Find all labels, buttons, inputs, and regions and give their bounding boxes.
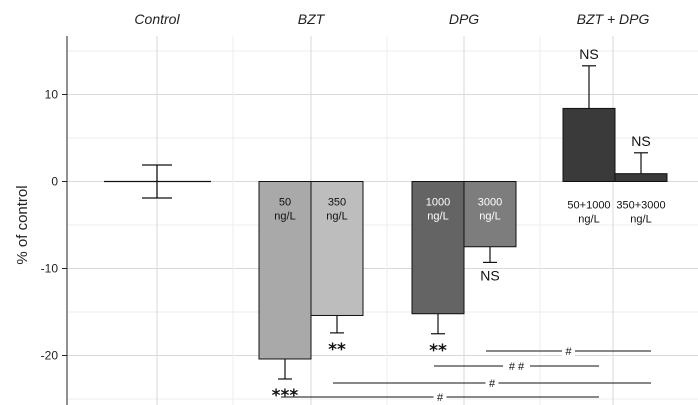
- comparison-label: #: [565, 346, 572, 358]
- group-label: BZT + DPG: [577, 11, 650, 27]
- y-tick-label: 10: [45, 88, 59, 102]
- y-axis: -20 -10 0 10: [41, 36, 68, 405]
- bar-unit-label: ng/L: [274, 211, 295, 223]
- y-axis-label: % of control: [14, 185, 31, 264]
- significance-mark: NS: [579, 46, 598, 62]
- group-labels: Control BZT DPG BZT + DPG: [134, 11, 649, 27]
- group-label: BZT: [298, 11, 326, 27]
- grid-layer: [67, 36, 698, 405]
- bars-layer: 50 ng/L 350 ng/L 1000 ng/L 3000 ng/L 50+1000 ng/L…: [104, 65, 668, 380]
- bar-unit-label: ng/L: [578, 214, 599, 226]
- bar: [463, 181, 517, 248]
- significance-mark: **: [429, 341, 447, 361]
- bar: [562, 107, 616, 182]
- y-tick-label: 0: [51, 175, 58, 189]
- bar: [614, 173, 668, 182]
- plot-panel: [67, 36, 698, 405]
- significance-mark: NS: [480, 267, 499, 283]
- bar-unit-label: ng/L: [630, 214, 651, 226]
- bar: [258, 181, 312, 360]
- bar-dose-label: 50+1000: [567, 200, 610, 212]
- comparison-label: #: [489, 378, 496, 390]
- bar: [411, 181, 465, 315]
- significance-mark: NS: [631, 133, 650, 149]
- bar-dose-label: 1000: [426, 197, 450, 209]
- comparison-label-bg: [485, 376, 499, 388]
- comparison-label: # #: [509, 361, 525, 373]
- bar-dose-label: 3000: [478, 197, 502, 209]
- bar-unit-label: ng/L: [479, 211, 500, 223]
- y-tick-label: -20: [41, 349, 59, 363]
- bar-dose-label: 350: [328, 197, 346, 209]
- comparison-label-bg: [503, 359, 530, 371]
- bar-unit-label: ng/L: [427, 211, 448, 223]
- bar-unit-label: ng/L: [326, 211, 347, 223]
- comparison-label: #: [437, 392, 444, 404]
- group-label: DPG: [449, 11, 479, 27]
- significance-mark: ***: [272, 386, 299, 405]
- bar-dose-label: 350+3000: [616, 200, 665, 212]
- group-label: Control: [134, 11, 180, 27]
- y-tick-label: -10: [41, 262, 59, 276]
- significance-mark: **: [328, 340, 346, 360]
- bar: [310, 181, 364, 316]
- comparison-label-bg: [433, 390, 447, 402]
- comparison-label-bg: [562, 344, 575, 356]
- bar-dose-label: 50: [279, 197, 291, 209]
